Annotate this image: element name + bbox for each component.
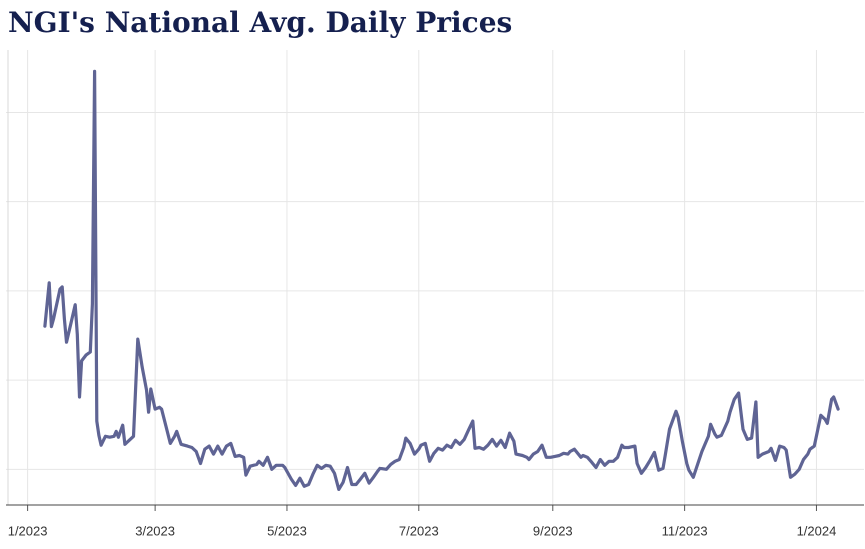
x-tick-label: 9/2023 <box>533 523 573 538</box>
x-tick-label: 1/2024 <box>797 523 837 538</box>
chart-title: NGI's National Avg. Daily Prices <box>8 6 512 39</box>
x-tick-label: 7/2023 <box>399 523 439 538</box>
price-line <box>43 69 840 491</box>
x-tick-label: 11/2023 <box>662 523 708 538</box>
x-tick-label: 3/2023 <box>135 523 175 538</box>
x-tick-label: 1/2023 <box>8 523 48 538</box>
x-tick-label: 5/2023 <box>267 523 307 538</box>
